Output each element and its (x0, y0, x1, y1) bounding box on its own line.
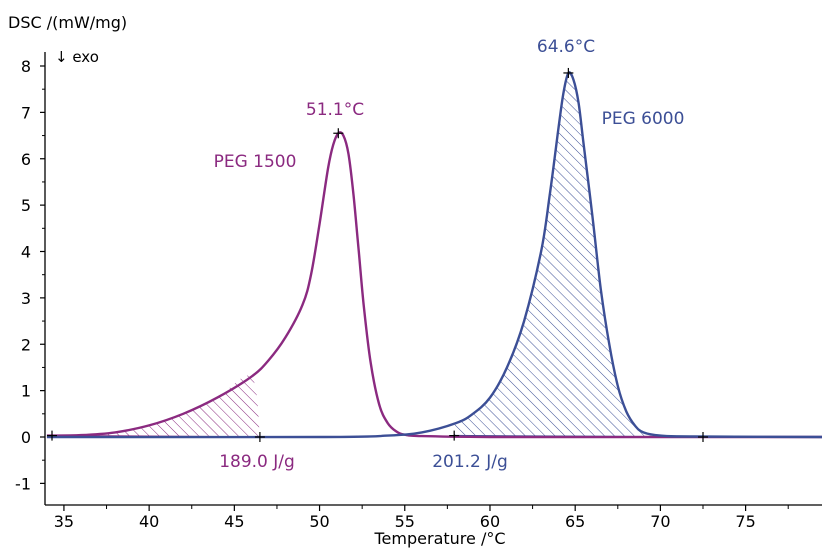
y-tick-label: 3 (21, 289, 31, 308)
x-tick-label: 45 (224, 512, 244, 531)
markers (47, 67, 708, 442)
y-tick-label: 4 (21, 243, 31, 262)
axes (44, 52, 822, 506)
peg-6000-name-label: PEG 6000 (602, 109, 685, 129)
y-tick-label: 2 (21, 335, 31, 354)
peg-1500-area-label: 189.0 J/g (219, 452, 295, 472)
y-tick-label: 6 (21, 150, 31, 169)
peg-6000-area-label: 201.2 J/g (432, 452, 508, 472)
x-tick-label: 75 (735, 512, 755, 531)
y-tick-label: 1 (21, 382, 31, 401)
peg-6000-peak-label: 64.6°C (537, 37, 595, 57)
x-tick-label: 55 (395, 512, 415, 531)
peg-6000-curve (46, 71, 822, 439)
y-tick-label: 8 (21, 57, 31, 76)
curves (46, 71, 822, 439)
x-tick-label: 70 (650, 512, 670, 531)
y-tick-label: 7 (21, 103, 31, 122)
x-axis-label: Temperature /°C (374, 529, 506, 548)
series-labels: 51.1°C PEG 1500 189.0 J/g 64.6°C PEG 6000 201… (214, 37, 685, 472)
x-tick-label: 50 (309, 512, 329, 531)
x-tick-label: 40 (139, 512, 159, 531)
x-tick-label: 60 (480, 512, 500, 531)
peg-1500-hatched-area (52, 375, 260, 437)
y-tick-label: 0 (21, 428, 31, 447)
peg-1500-name-label: PEG 1500 (214, 152, 297, 172)
x-tick-label: 35 (54, 512, 74, 531)
peg-1500-curve (46, 131, 822, 439)
x-tick-label: 65 (565, 512, 585, 531)
exo-direction-note: ↓ exo (55, 48, 99, 66)
y-ticks: 8 7 6 5 4 3 2 1 0 -1 (15, 57, 45, 493)
y-tick-label: 5 (21, 196, 31, 215)
y-axis-label: DSC /(mW/mg) (8, 13, 127, 32)
x-ticks: 35 40 45 50 55 60 65 70 75 (54, 505, 789, 531)
peg-1500-peak-label: 51.1°C (306, 100, 364, 120)
y-tick-label: -1 (15, 474, 31, 493)
